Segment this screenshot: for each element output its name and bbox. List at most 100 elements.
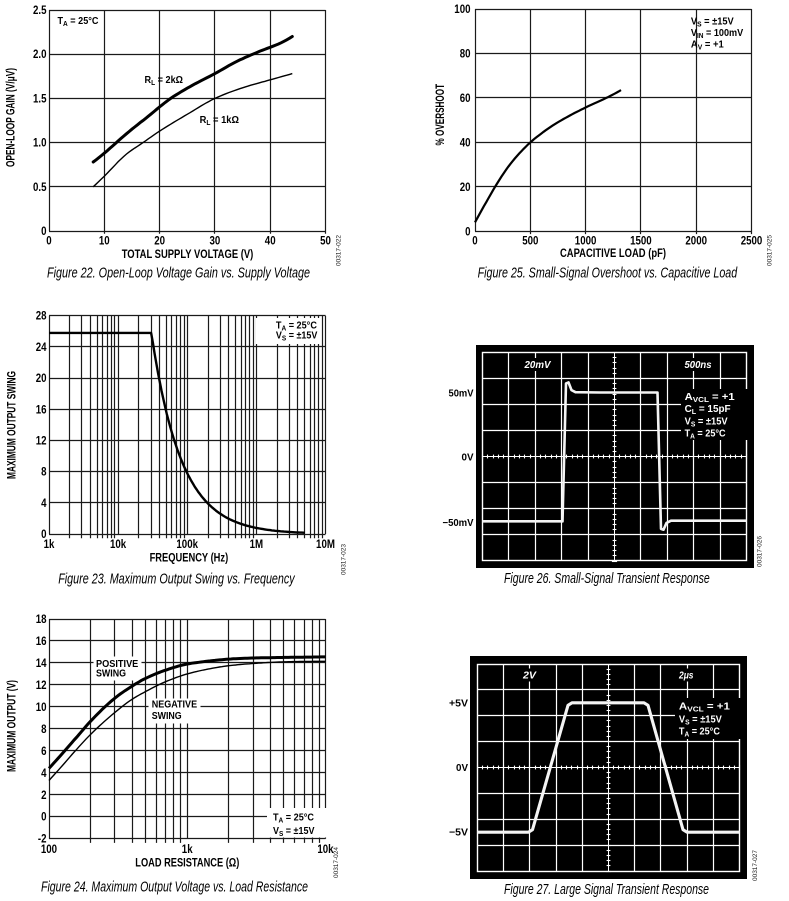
svg-text:60: 60 [460,91,471,105]
svg-text:20: 20 [154,234,165,248]
svg-text:8: 8 [41,465,47,479]
svg-text:2μs: 2μs [678,671,694,682]
svg-text:SWING: SWING [96,668,126,679]
svg-text:10k: 10k [110,537,126,551]
svg-text:80: 80 [460,47,471,61]
svg-text:TA = 25°C: TA = 25°C [679,727,720,739]
svg-text:VS = ±15V: VS = ±15V [679,714,722,726]
svg-text:AVCL = +1: AVCL = +1 [679,702,730,714]
svg-text:NEGATIVE: NEGATIVE [152,699,198,710]
svg-text:16: 16 [36,402,47,416]
svg-text:0: 0 [41,810,47,824]
svg-text:VIN = 100mV: VIN = 100mV [691,28,744,40]
svg-text:AVCL = +1: AVCL = +1 [685,392,735,404]
svg-text:POSITIVE: POSITIVE [96,659,139,670]
svg-text:RL = 2kΩ: RL = 2kΩ [145,75,184,87]
svg-text:0: 0 [465,224,471,238]
svg-text:−50mV: −50mV [443,518,474,529]
svg-text:12: 12 [36,678,47,692]
svg-text:500ns: 500ns [685,360,712,371]
svg-text:Figure 24. Maximum Output Volt: Figure 24. Maximum Output Voltage vs. Lo… [41,879,308,896]
svg-text:10M: 10M [316,537,335,551]
svg-text:40: 40 [460,135,471,149]
svg-text:VS = ±15V: VS = ±15V [273,826,315,838]
svg-text:Figure 23. Maximum Output Swin: Figure 23. Maximum Output Swing vs. Freq… [58,571,296,588]
svg-text:FREQUENCY (Hz): FREQUENCY (Hz) [150,553,229,565]
svg-text:VS = ±15V: VS = ±15V [691,16,734,28]
svg-text:00317-026: 00317-026 [757,536,764,567]
svg-text:MAXIMUM OUTPUT (V): MAXIMUM OUTPUT (V) [7,680,19,772]
svg-text:−5V: −5V [449,828,468,839]
svg-text:0: 0 [472,234,478,248]
svg-text:AV = +1: AV = +1 [691,40,724,52]
svg-text:CL = 15pF: CL = 15pF [685,404,731,416]
svg-text:1500: 1500 [630,234,652,248]
svg-text:2500: 2500 [741,234,763,248]
svg-text:12: 12 [36,433,47,447]
svg-text:20: 20 [36,371,47,385]
svg-text:VS = ±15V: VS = ±15V [276,331,318,343]
svg-text:Figure 27. Large Signal Transi: Figure 27. Large Signal Transient Respon… [504,881,709,898]
svg-text:OPEN-LOOP GAIN (V/μV): OPEN-LOOP GAIN (V/μV) [6,68,18,167]
svg-text:Figure 22. Open-Loop Voltage G: Figure 22. Open-Loop Voltage Gain vs. Su… [47,265,310,282]
svg-text:TA = 25°C: TA = 25°C [685,429,726,441]
svg-text:14: 14 [36,656,47,670]
svg-text:2: 2 [41,788,47,802]
svg-text:16: 16 [36,634,47,648]
svg-text:1000: 1000 [575,234,597,248]
svg-text:1k: 1k [44,537,55,551]
svg-text:4: 4 [41,496,47,510]
svg-text:20: 20 [460,180,471,194]
svg-text:10: 10 [99,234,110,248]
svg-text:% OVERSHOOT: % OVERSHOOT [435,84,447,146]
svg-text:0V: 0V [456,763,468,774]
svg-text:00317-023: 00317-023 [341,544,348,575]
svg-text:500: 500 [522,234,538,248]
svg-text:2.5: 2.5 [33,3,47,17]
svg-text:100: 100 [454,2,470,16]
svg-text:10: 10 [36,700,47,714]
svg-text:MAXIMUM OUTPUT SWING: MAXIMUM OUTPUT SWING [7,371,19,479]
svg-text:CAPACITIVE LOAD (pF): CAPACITIVE LOAD (pF) [560,248,666,260]
svg-text:1k: 1k [182,842,193,856]
svg-text:SWING: SWING [152,711,182,722]
svg-text:+5V: +5V [449,698,468,709]
svg-text:100k: 100k [176,537,198,551]
svg-text:00317-024: 00317-024 [333,847,340,878]
svg-text:0.5: 0.5 [33,180,47,194]
svg-text:00317-025: 00317-025 [767,235,774,266]
svg-text:TA = 25°C: TA = 25°C [58,16,99,28]
svg-text:VS = ±15V: VS = ±15V [685,416,728,428]
svg-text:2V: 2V [522,671,537,682]
svg-text:4: 4 [41,766,47,780]
svg-text:24: 24 [36,340,47,354]
svg-text:TOTAL SUPPLY VOLTAGE (V): TOTAL SUPPLY VOLTAGE (V) [122,249,254,261]
svg-text:50mV: 50mV [449,389,474,400]
svg-text:50: 50 [320,234,331,248]
svg-text:00317-022: 00317-022 [336,235,343,266]
svg-text:0V: 0V [462,453,474,464]
svg-text:00317-027: 00317-027 [752,850,759,881]
svg-text:TA = 25°C: TA = 25°C [276,321,317,333]
svg-text:18: 18 [36,612,47,626]
svg-text:LOAD RESISTANCE (Ω): LOAD RESISTANCE (Ω) [135,857,239,869]
svg-text:20mV: 20mV [524,360,552,371]
svg-text:1.5: 1.5 [33,91,47,105]
svg-text:40: 40 [265,234,276,248]
svg-text:2.0: 2.0 [33,47,47,61]
svg-text:0: 0 [46,234,52,248]
svg-text:6: 6 [41,744,47,758]
svg-text:28: 28 [36,309,47,323]
svg-text:TA = 25°C: TA = 25°C [273,812,314,824]
svg-text:Figure 26. Small-Signal Transi: Figure 26. Small-Signal Transient Respon… [504,570,710,587]
svg-text:8: 8 [41,722,47,736]
svg-text:Figure 25. Small-Signal Oversh: Figure 25. Small-Signal Overshoot vs. Ca… [478,265,738,282]
svg-text:RL = 1kΩ: RL = 1kΩ [200,115,239,127]
svg-text:1M: 1M [250,537,264,551]
svg-text:0: 0 [41,224,47,238]
svg-text:2000: 2000 [685,234,707,248]
svg-text:0: 0 [41,527,47,541]
svg-text:30: 30 [210,234,221,248]
svg-text:100: 100 [41,842,57,856]
svg-text:1.0: 1.0 [33,136,47,150]
